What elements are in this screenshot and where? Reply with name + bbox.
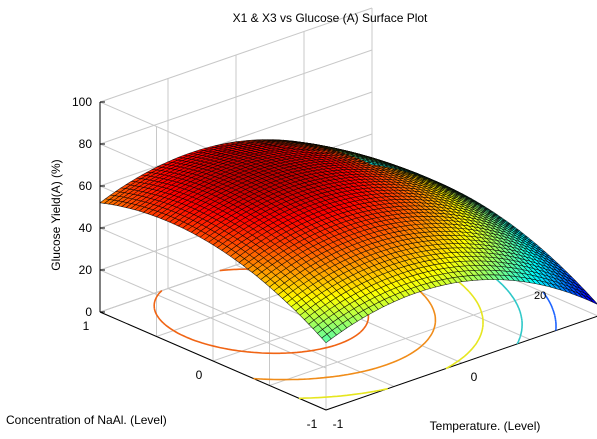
y-tick-label: 0 <box>196 368 203 382</box>
x-axis-line <box>325 315 597 411</box>
x-tick-label: -1 <box>333 417 344 431</box>
x-axis-label: Temperature. (Level) <box>430 419 541 433</box>
y-tick-label: 1 <box>83 319 90 333</box>
grid-line <box>269 291 542 386</box>
y-axis-label: Concentration of NaAl. (Level) <box>6 413 167 427</box>
y-tick-label: -1 <box>307 417 318 431</box>
y-axis-line <box>99 311 327 411</box>
surface-patch <box>99 198 111 204</box>
z-tick-label: 20 <box>79 263 93 277</box>
z-tick-label: 100 <box>72 95 92 109</box>
z-tick-label: 60 <box>79 179 93 193</box>
z-tick-label: 40 <box>79 221 93 235</box>
contour-line <box>542 291 557 331</box>
x-tick-label: 0 <box>471 370 478 384</box>
surface-mesh <box>99 139 597 344</box>
contour-label: 20 <box>534 290 546 302</box>
chart-title: X1 & X3 vs Glucose (A) Surface Plot <box>233 11 428 25</box>
z-axis-label: Glucose Yield(A) (%) <box>49 159 63 270</box>
z-tick-label: 0 <box>85 305 92 319</box>
z-tick-label: 80 <box>79 137 93 151</box>
